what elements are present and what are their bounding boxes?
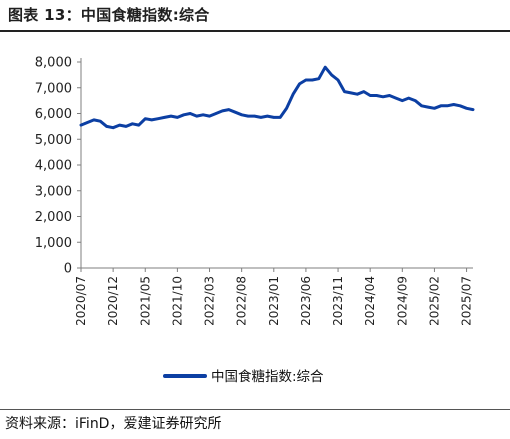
data-point xyxy=(414,99,417,102)
data-point xyxy=(189,112,192,115)
x-tick-label: 2023/11 xyxy=(331,276,345,326)
x-tick-label: 2023/01 xyxy=(267,276,281,326)
data-point xyxy=(124,125,128,128)
data-point xyxy=(266,114,269,118)
data-point xyxy=(131,122,134,126)
data-point xyxy=(388,94,391,97)
y-tick-label: 2,000 xyxy=(35,210,72,225)
data-point xyxy=(343,90,346,93)
data-point xyxy=(259,116,263,119)
series-line xyxy=(79,65,475,130)
y-tick-label: 8,000 xyxy=(35,56,72,71)
x-tick-label: 2020/07 xyxy=(74,276,88,326)
data-point xyxy=(330,73,333,77)
data-point xyxy=(324,66,327,69)
y-tick-label: 3,000 xyxy=(35,184,72,199)
y-tick-label: 6,000 xyxy=(35,107,72,122)
data-point xyxy=(369,94,372,97)
x-tick-label: 2020/12 xyxy=(106,276,120,326)
x-tick-label: 2023/06 xyxy=(299,276,313,326)
data-point xyxy=(446,104,449,108)
data-point xyxy=(279,116,282,119)
x-tick-label: 2024/04 xyxy=(363,276,377,326)
data-point xyxy=(298,82,301,86)
data-point xyxy=(182,113,185,117)
data-point xyxy=(439,104,443,108)
data-point xyxy=(92,118,96,122)
data-point xyxy=(401,99,404,102)
top-rule xyxy=(0,30,510,32)
data-point xyxy=(105,125,108,128)
data-point xyxy=(458,104,462,108)
data-point xyxy=(304,78,308,82)
data-point xyxy=(471,108,475,111)
data-point xyxy=(118,123,121,127)
data-point xyxy=(349,91,353,95)
data-point xyxy=(234,111,237,114)
y-axis-ticks: 0 1,000 2,000 3,000 4,000 5,000 6,000 7,000 8,00… xyxy=(35,56,81,277)
x-axis-ticks: 2020/07 2020/12 2021/05 2021/10 2022/03 2022/… xyxy=(74,268,474,326)
data-point xyxy=(221,109,224,113)
data-point xyxy=(356,93,359,96)
data-point xyxy=(163,116,166,119)
data-point xyxy=(79,123,83,127)
x-tick-label: 2021/05 xyxy=(138,276,152,326)
data-point xyxy=(311,78,314,82)
data-point xyxy=(111,126,115,129)
x-tick-label: 2024/09 xyxy=(395,276,409,326)
data-point xyxy=(227,108,230,111)
y-tick-label: 1,000 xyxy=(35,236,72,251)
plot-area xyxy=(79,65,475,130)
data-point xyxy=(144,117,147,120)
data-point xyxy=(240,113,243,117)
y-tick-label: 4,000 xyxy=(35,159,72,174)
data-point xyxy=(195,114,198,118)
x-tick-label: 2021/10 xyxy=(170,276,184,326)
data-point xyxy=(214,112,218,115)
data-point xyxy=(208,114,211,118)
data-point xyxy=(272,116,275,119)
y-tick-label: 5,000 xyxy=(35,133,72,148)
data-point xyxy=(407,96,410,100)
y-tick-label: 7,000 xyxy=(35,81,72,96)
data-point xyxy=(465,107,468,110)
data-point xyxy=(317,77,320,80)
x-tick-label: 2022/08 xyxy=(235,276,249,326)
legend-label: 中国食糖指数:综合 xyxy=(211,368,324,385)
data-point xyxy=(375,94,378,97)
data-point xyxy=(201,113,205,117)
data-point xyxy=(86,121,89,124)
data-point xyxy=(176,116,179,119)
data-point xyxy=(137,123,140,127)
data-point xyxy=(452,103,455,106)
legend: 中国食糖指数:综合 xyxy=(163,368,324,385)
chart-title: 图表 13：中国食糖指数:综合 xyxy=(8,6,210,24)
line-chart: 0 1,000 2,000 3,000 4,000 5,000 6,000 7,000 8,00… xyxy=(35,56,475,385)
data-point xyxy=(253,114,256,118)
data-point xyxy=(156,117,160,120)
x-tick-label: 2025/02 xyxy=(427,276,441,326)
data-point xyxy=(362,90,365,93)
axes xyxy=(80,58,473,269)
data-point xyxy=(150,118,153,122)
data-point xyxy=(291,93,295,96)
x-tick-label: 2022/03 xyxy=(203,276,217,326)
data-point xyxy=(433,107,436,110)
data-point xyxy=(285,107,288,110)
data-point xyxy=(381,95,385,99)
data-point xyxy=(246,114,250,118)
data-point xyxy=(394,96,398,100)
y-tick-label: 0 xyxy=(64,262,72,277)
data-point xyxy=(169,114,173,118)
data-point xyxy=(420,104,423,108)
data-point xyxy=(99,120,102,123)
bottom-rule xyxy=(0,409,510,410)
source-note: 资料来源：iFinD，爱建证券研究所 xyxy=(5,416,222,432)
data-point xyxy=(426,105,430,109)
x-tick-label: 2025/07 xyxy=(460,276,474,326)
data-point xyxy=(336,78,340,82)
